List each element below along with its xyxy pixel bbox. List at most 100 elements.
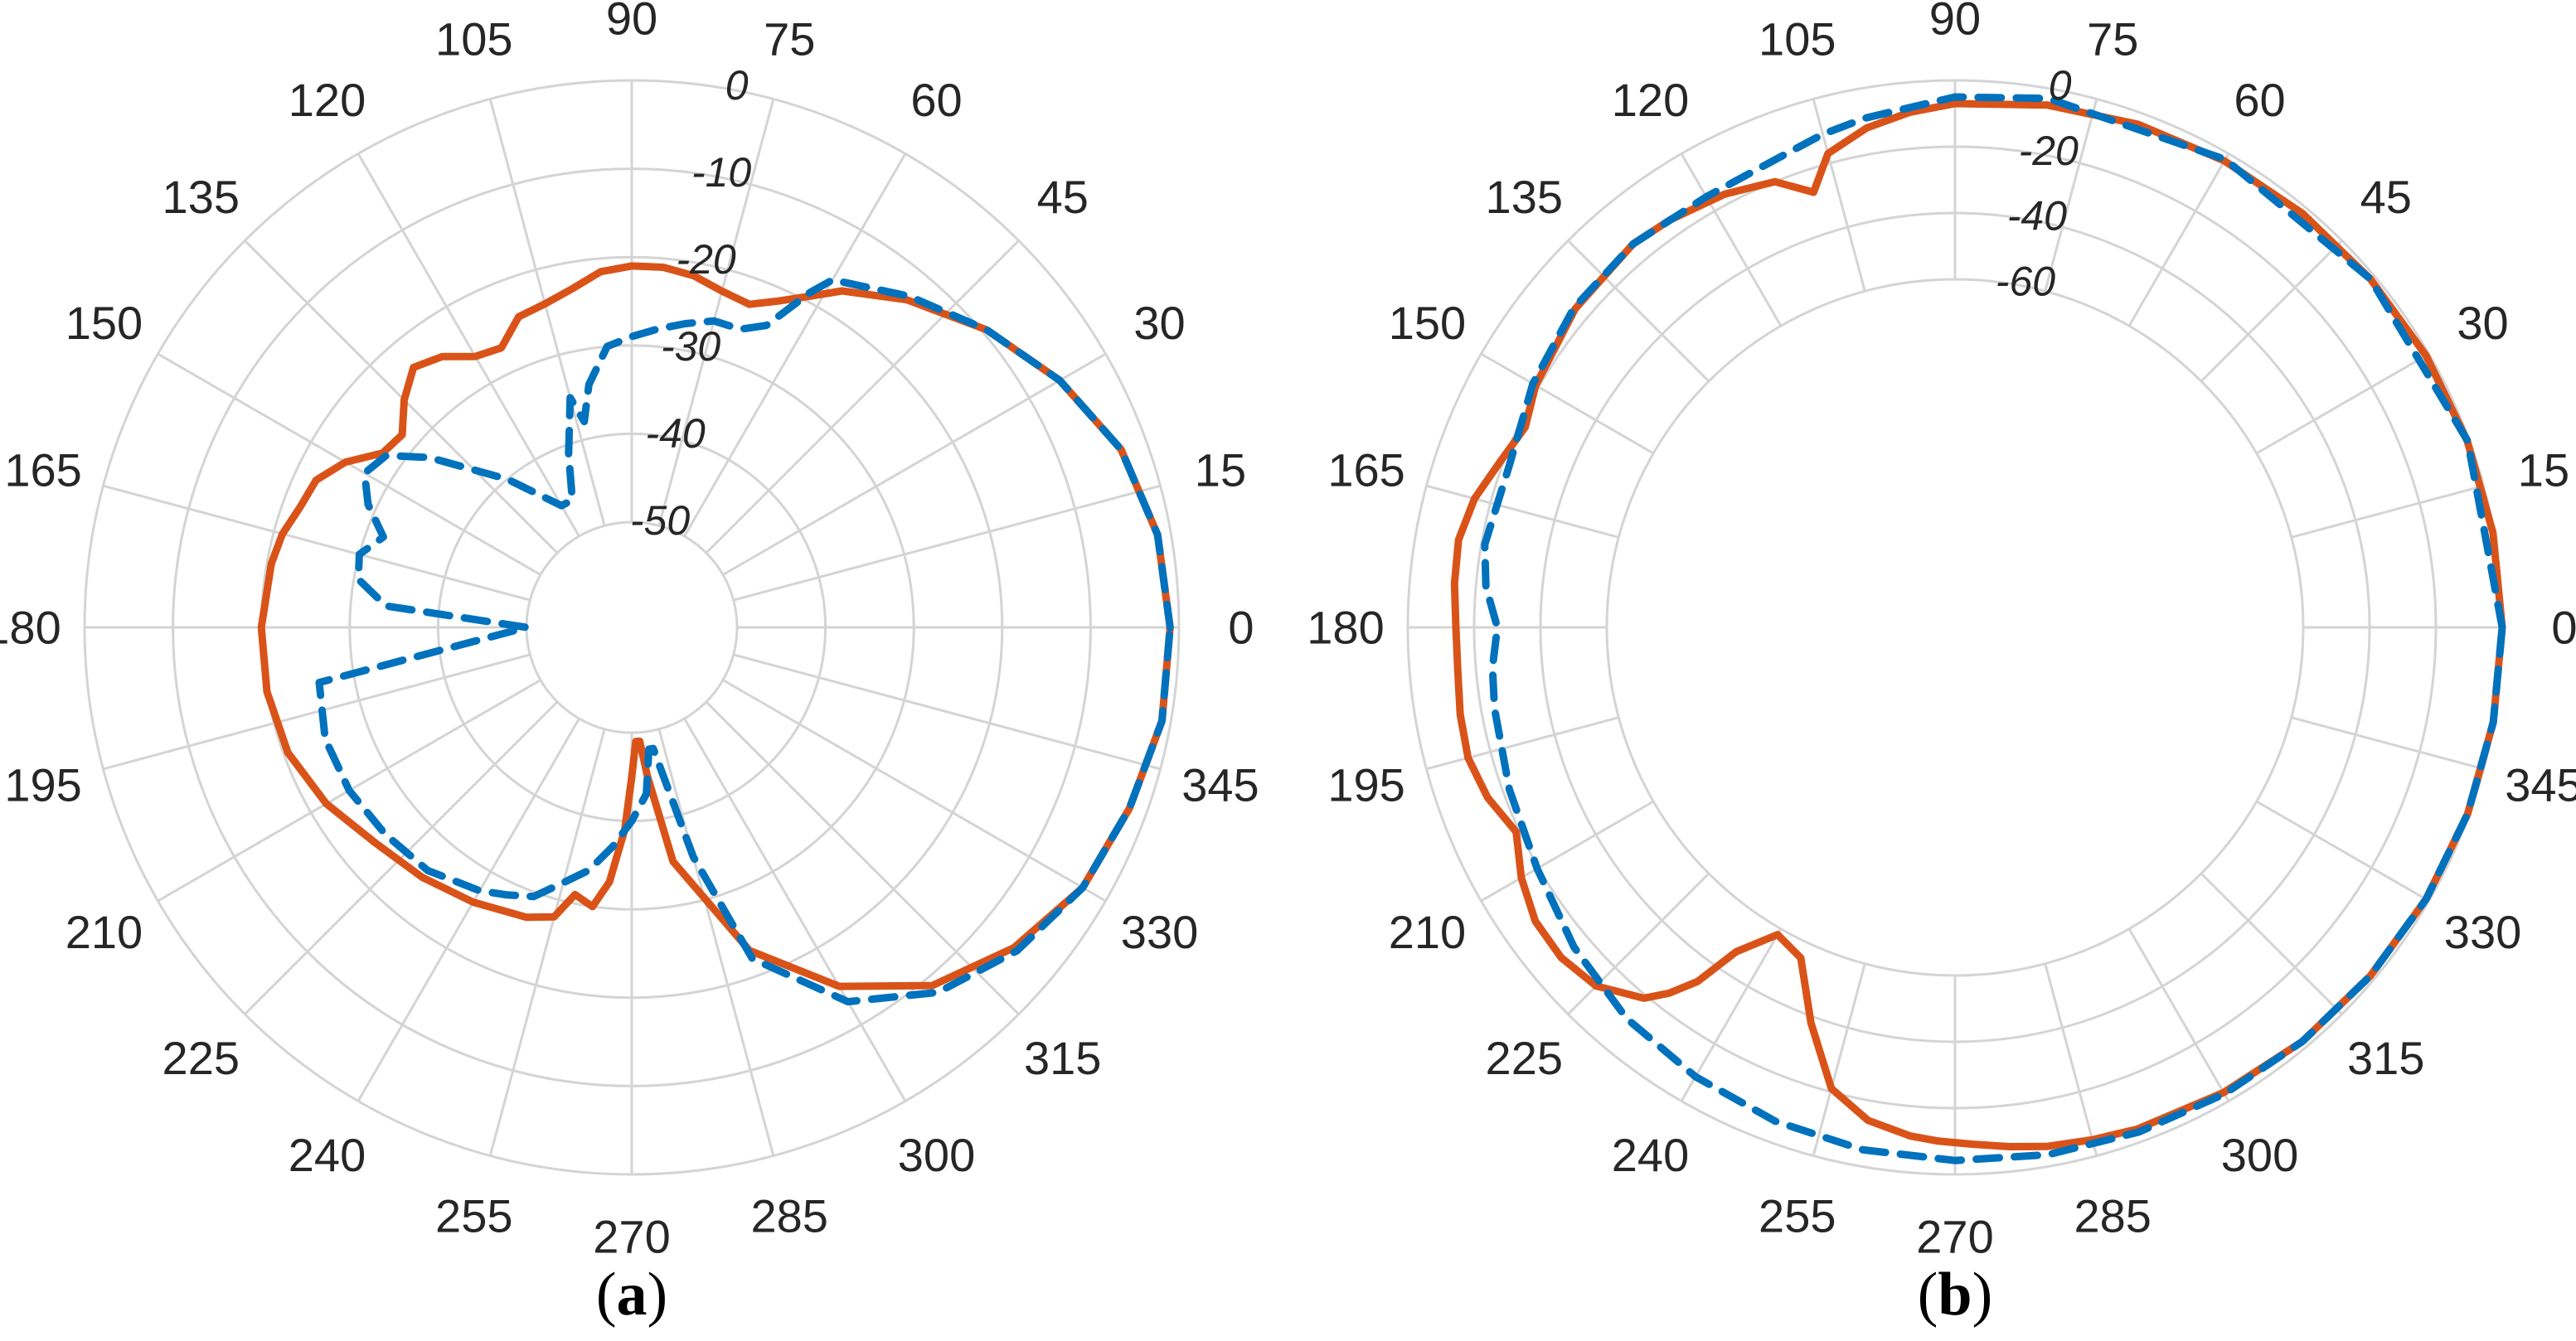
angular-gridline: [488, 99, 606, 526]
angular-gridline: [733, 484, 1161, 602]
angle-tick-label: 45: [2360, 171, 2412, 223]
angle-tick-label: 75: [2087, 13, 2138, 65]
radial-tick-label: 0: [2049, 62, 2072, 109]
angle-tick-label: 90: [1929, 0, 1981, 45]
angular-gridline: [2127, 927, 2230, 1102]
angle-tick-label: 0: [2551, 602, 2576, 654]
solid-series-line: [257, 262, 1174, 990]
angle-tick-label: 45: [1037, 171, 1089, 223]
angle-tick-label: 195: [1327, 759, 1404, 811]
angle-tick-label: 315: [2347, 1032, 2424, 1084]
radial-tick-label: -20: [2019, 128, 2079, 174]
angle-tick-label: 60: [910, 74, 962, 126]
angle-tick-label: 120: [1612, 74, 1689, 126]
radial-gridline: [525, 520, 739, 734]
angular-gridline: [357, 152, 580, 537]
radial-tick-label: -30: [661, 323, 720, 370]
angular-gridline: [1812, 963, 1866, 1156]
angular-gridline: [1426, 716, 1619, 771]
angle-tick-label: 330: [1121, 906, 1198, 958]
radial-tick-label: -40: [2007, 193, 2067, 240]
angle-tick-label: 150: [65, 297, 143, 349]
angle-tick-label: 330: [2444, 906, 2521, 958]
angular-gridline: [657, 729, 775, 1156]
angle-tick-label: 285: [2074, 1189, 2152, 1242]
caption-open-paren: (: [595, 1261, 617, 1329]
angular-gridline: [2291, 716, 2484, 771]
angular-gridline: [1480, 352, 1655, 455]
panel-caption-b: (b): [1872, 1260, 2038, 1330]
radial-tick-label: -40: [645, 410, 705, 457]
angle-tick-label: 255: [435, 1189, 512, 1242]
angle-tick-label: 105: [435, 13, 512, 65]
polar-plot-b: 0 15 30 45 60 75 90 105 120 135 150 165 180 195 210 225…: [1307, 0, 2576, 1263]
angle-tick-label: 210: [1389, 906, 1466, 958]
angle-tick-label: 240: [1612, 1129, 1689, 1181]
angular-gridline: [1567, 872, 1710, 1015]
angular-gridline: [2255, 800, 2430, 903]
angle-tick-label: 180: [1307, 602, 1384, 654]
angle-tick-label: 30: [2457, 297, 2508, 349]
angle-tick-label: 255: [1759, 1189, 1836, 1242]
angular-gridline: [1567, 240, 1710, 383]
radial-tick-label: -50: [630, 497, 690, 544]
angular-gridline: [1480, 800, 1655, 903]
angular-gridline: [2044, 99, 2098, 292]
angular-gridline: [722, 352, 1107, 576]
angular-gridline: [705, 240, 1020, 554]
angle-tick-label: 135: [163, 171, 240, 223]
panel-caption-a: (a): [549, 1260, 715, 1330]
angular-gridline: [244, 240, 559, 554]
angular-gridline: [488, 729, 606, 1156]
angle-tick-label: 0: [1228, 602, 1254, 654]
angle-tick-label: 15: [1195, 443, 1246, 496]
angle-tick-label: 180: [0, 602, 61, 654]
radial-tick-label: -20: [676, 236, 735, 283]
angular-gridline: [357, 718, 580, 1102]
angle-tick-label: 15: [2518, 443, 2569, 496]
angle-tick-label: 150: [1389, 297, 1466, 349]
angle-tick-label: 270: [593, 1211, 670, 1263]
angular-gridline: [2200, 872, 2343, 1015]
angle-tick-label: 165: [4, 443, 81, 496]
angular-gridline: [657, 99, 775, 526]
solid-series-line: [1450, 99, 2506, 1150]
radial-gridline: [1605, 278, 2305, 977]
caption-letter: a: [616, 1261, 648, 1329]
angle-tick-label: 225: [1486, 1032, 1563, 1084]
angular-gridline: [2200, 240, 2343, 383]
angular-gridline: [1680, 927, 1783, 1102]
caption-letter: b: [1938, 1261, 1972, 1329]
angle-tick-label: 345: [1181, 759, 1259, 811]
angle-tick-label: 285: [751, 1189, 828, 1242]
angular-gridline: [2127, 152, 2230, 327]
caption-close-paren: ): [647, 1261, 668, 1329]
angle-tick-label: 135: [1486, 171, 1563, 223]
angle-tick-label: 195: [4, 759, 81, 811]
angle-tick-label: 345: [2505, 759, 2576, 811]
angle-tick-label: 30: [1133, 297, 1185, 349]
angle-tick-label: 105: [1759, 13, 1836, 65]
angle-tick-label: 60: [2234, 74, 2285, 126]
angle-tick-label: 225: [163, 1032, 240, 1084]
angle-tick-label: 75: [764, 13, 815, 65]
angular-gridline: [705, 700, 1020, 1015]
angle-tick-label: 210: [65, 906, 143, 958]
angle-tick-label: 315: [1024, 1032, 1101, 1084]
angular-gridline: [103, 484, 531, 602]
angular-gridline: [683, 718, 907, 1102]
radial-tick-label: 0: [725, 62, 749, 109]
angle-tick-label: 90: [606, 0, 657, 45]
radial-tick-label: -10: [691, 149, 751, 196]
angle-tick-label: 120: [289, 74, 366, 126]
angular-gridline: [1426, 484, 1619, 539]
caption-open-paren: (: [1917, 1261, 1938, 1329]
angle-tick-label: 240: [289, 1129, 366, 1181]
angular-gridline: [103, 653, 531, 771]
angular-gridline: [2291, 484, 2484, 539]
caption-close-paren: ): [1972, 1261, 1993, 1329]
angular-gridline: [683, 152, 907, 537]
angular-gridline: [2255, 352, 2430, 455]
angle-tick-label: 165: [1327, 443, 1404, 496]
